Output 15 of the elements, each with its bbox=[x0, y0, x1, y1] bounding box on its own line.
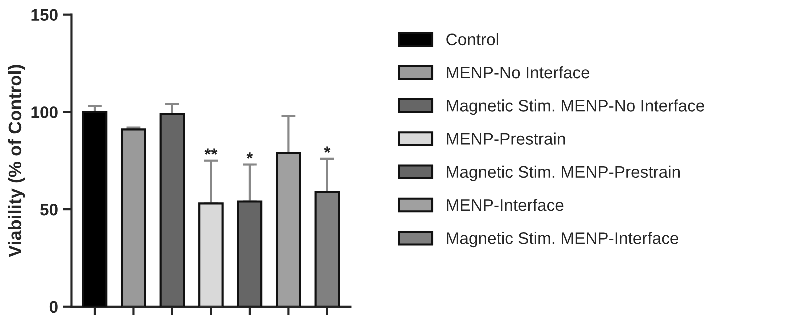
y-axis-title: Viability (% of Control) bbox=[8, 65, 26, 258]
legend-label: Magnetic Stim. MENP-No Interface bbox=[447, 100, 704, 116]
data-label: ** bbox=[204, 148, 218, 155]
legend-label: MENP-Interface bbox=[447, 198, 564, 212]
y-tick-label: 150 bbox=[32, 9, 58, 22]
y-tick-label: 100 bbox=[32, 106, 58, 118]
y-tick-label: 0 bbox=[50, 301, 58, 314]
legend-label: MENP-Prestrain bbox=[447, 132, 566, 145]
legend-label: Magnetic Stim. MENP-Prestrain bbox=[447, 166, 680, 182]
data-label: * bbox=[246, 152, 254, 159]
legend-label: Magnetic Stim. MENP-Interface bbox=[447, 232, 678, 248]
data-label: * bbox=[324, 146, 331, 153]
legend-label: Control bbox=[446, 33, 498, 46]
legend-label: MENP-No Interface bbox=[447, 66, 590, 79]
y-tick-label: 50 bbox=[40, 204, 58, 216]
